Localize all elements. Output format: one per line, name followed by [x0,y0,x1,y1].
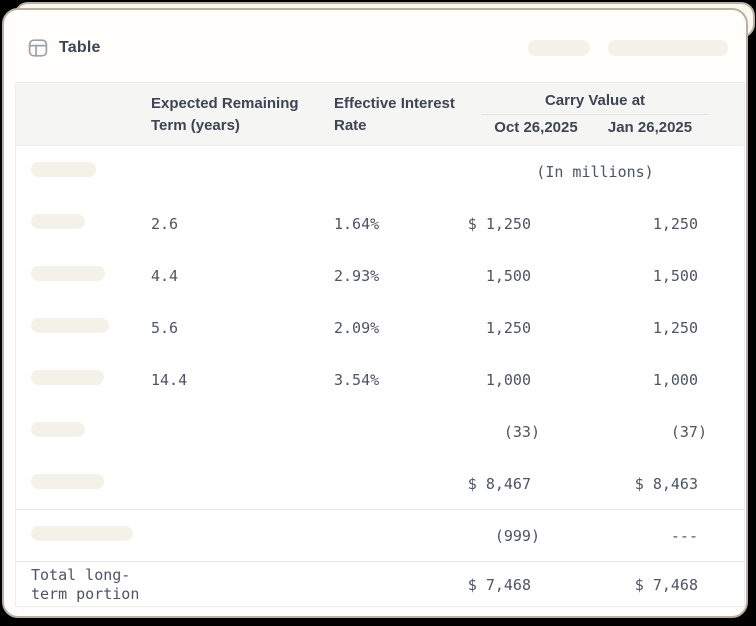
rate-cell: 1.64% [334,215,380,233]
column-header-term: Expected Remaining Term (years) [151,94,299,134]
jan-value-cell: 1,500 [652,267,698,285]
jan-value-cell: $ 8,463 [634,474,698,493]
rate-cell: 3.54% [334,371,380,389]
jan-value-cell: (37) [670,423,707,441]
term-cell: 14.4 [151,371,188,389]
redacted-label-pill [31,370,104,385]
oct-value-cell: 1,250 [485,319,531,337]
term-cell: 5.6 [151,319,179,337]
card-title: Table [59,39,101,56]
table-icon [28,38,48,58]
header-placeholder-pills [528,40,728,56]
table-row: 4.4 2.93% 1,500 1,500 [16,250,744,302]
jan-value-cell: 1,250 [652,319,698,337]
oct-value-cell: 1,500 [485,267,531,285]
oct-value-cell: $ 8,467 [467,474,531,493]
skeleton-pill [608,40,728,56]
redacted-label-pill [31,214,85,229]
jan-value-cell: --- [670,526,698,545]
table-total-row: Total long-term portion $ 7,468 $ 7,468 [16,562,744,608]
term-cell: 2.6 [151,215,179,233]
table-row: (In millions) [16,146,744,198]
term-cell: 4.4 [151,267,179,285]
units-note: (In millions) [536,163,654,181]
column-header-rate: Effective Interest Rate [334,94,455,134]
oct-value-cell: $ 1,250 [467,215,531,233]
table-card: Table Expected Remaining Term (years) Ef… [2,8,748,618]
redacted-label-pill [31,422,85,437]
table-row-subtotal: $ 8,467 $ 8,463 [16,458,744,510]
column-header-oct-date: Oct 26,2025 [494,119,578,136]
table-row: 5.6 2.09% 1,250 1,250 [16,302,744,354]
redacted-label-pill [31,525,133,541]
table-row: 2.6 1.64% $ 1,250 1,250 [16,198,744,250]
redacted-label-pill [31,162,96,177]
column-group-rule [481,114,709,115]
oct-value-cell: (33) [503,423,540,441]
table-row: (33) (37) [16,406,744,458]
oct-value-cell: $ 7,468 [467,576,531,594]
card-header: Table [28,34,728,62]
oct-value-cell: (999) [494,526,540,545]
column-header-jan-date: Jan 26,2025 [607,119,693,136]
data-table: Expected Remaining Term (years) Effectiv… [15,82,745,607]
oct-value-cell: 1,000 [485,371,531,389]
jan-value-cell: 1,000 [652,371,698,389]
redacted-label-pill [31,473,104,489]
skeleton-pill [528,40,590,56]
rate-cell: 2.93% [334,267,380,285]
redacted-label-pill [31,266,105,281]
table-row: (999) --- [16,510,744,562]
rate-cell: 2.09% [334,319,380,337]
total-row-label: Total long-term portion [31,566,140,603]
table-header-row: Expected Remaining Term (years) Effectiv… [16,83,744,146]
jan-value-cell: 1,250 [652,215,698,233]
redacted-label-pill [31,318,109,333]
table-row: 14.4 3.54% 1,000 1,000 [16,354,744,406]
column-group-label: Carry Value at [544,92,646,109]
column-group-carry-value: Carry Value at Oct 26,2025 Jan 26,2025 [456,83,709,146]
jan-value-cell: $ 7,468 [634,576,698,594]
